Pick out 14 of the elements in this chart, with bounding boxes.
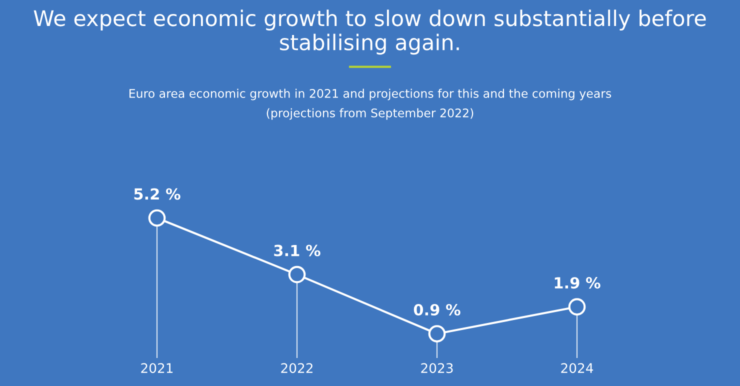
chart-title: We expect economic growth to slow down substantially before stabilising again. xyxy=(34,10,706,55)
chart-subtitle: Euro area economic growth in 2021 and projections for this and the coming years (projections from September 2022) xyxy=(130,88,612,120)
data-label: 5.2 % xyxy=(134,188,180,200)
point xyxy=(428,325,446,342)
x-tick-label: 2023 xyxy=(421,363,453,374)
x-tick-label: 2024 xyxy=(561,363,594,374)
x-tick-label: 2021 xyxy=(141,363,173,374)
point xyxy=(288,266,306,284)
point xyxy=(568,298,586,316)
data-label: 3.1 % xyxy=(274,244,320,256)
data-label: 0.9 % xyxy=(414,304,460,316)
x-tick-label: 2022 xyxy=(281,363,312,374)
data-label: 1.9 % xyxy=(554,277,600,289)
point xyxy=(148,209,166,227)
